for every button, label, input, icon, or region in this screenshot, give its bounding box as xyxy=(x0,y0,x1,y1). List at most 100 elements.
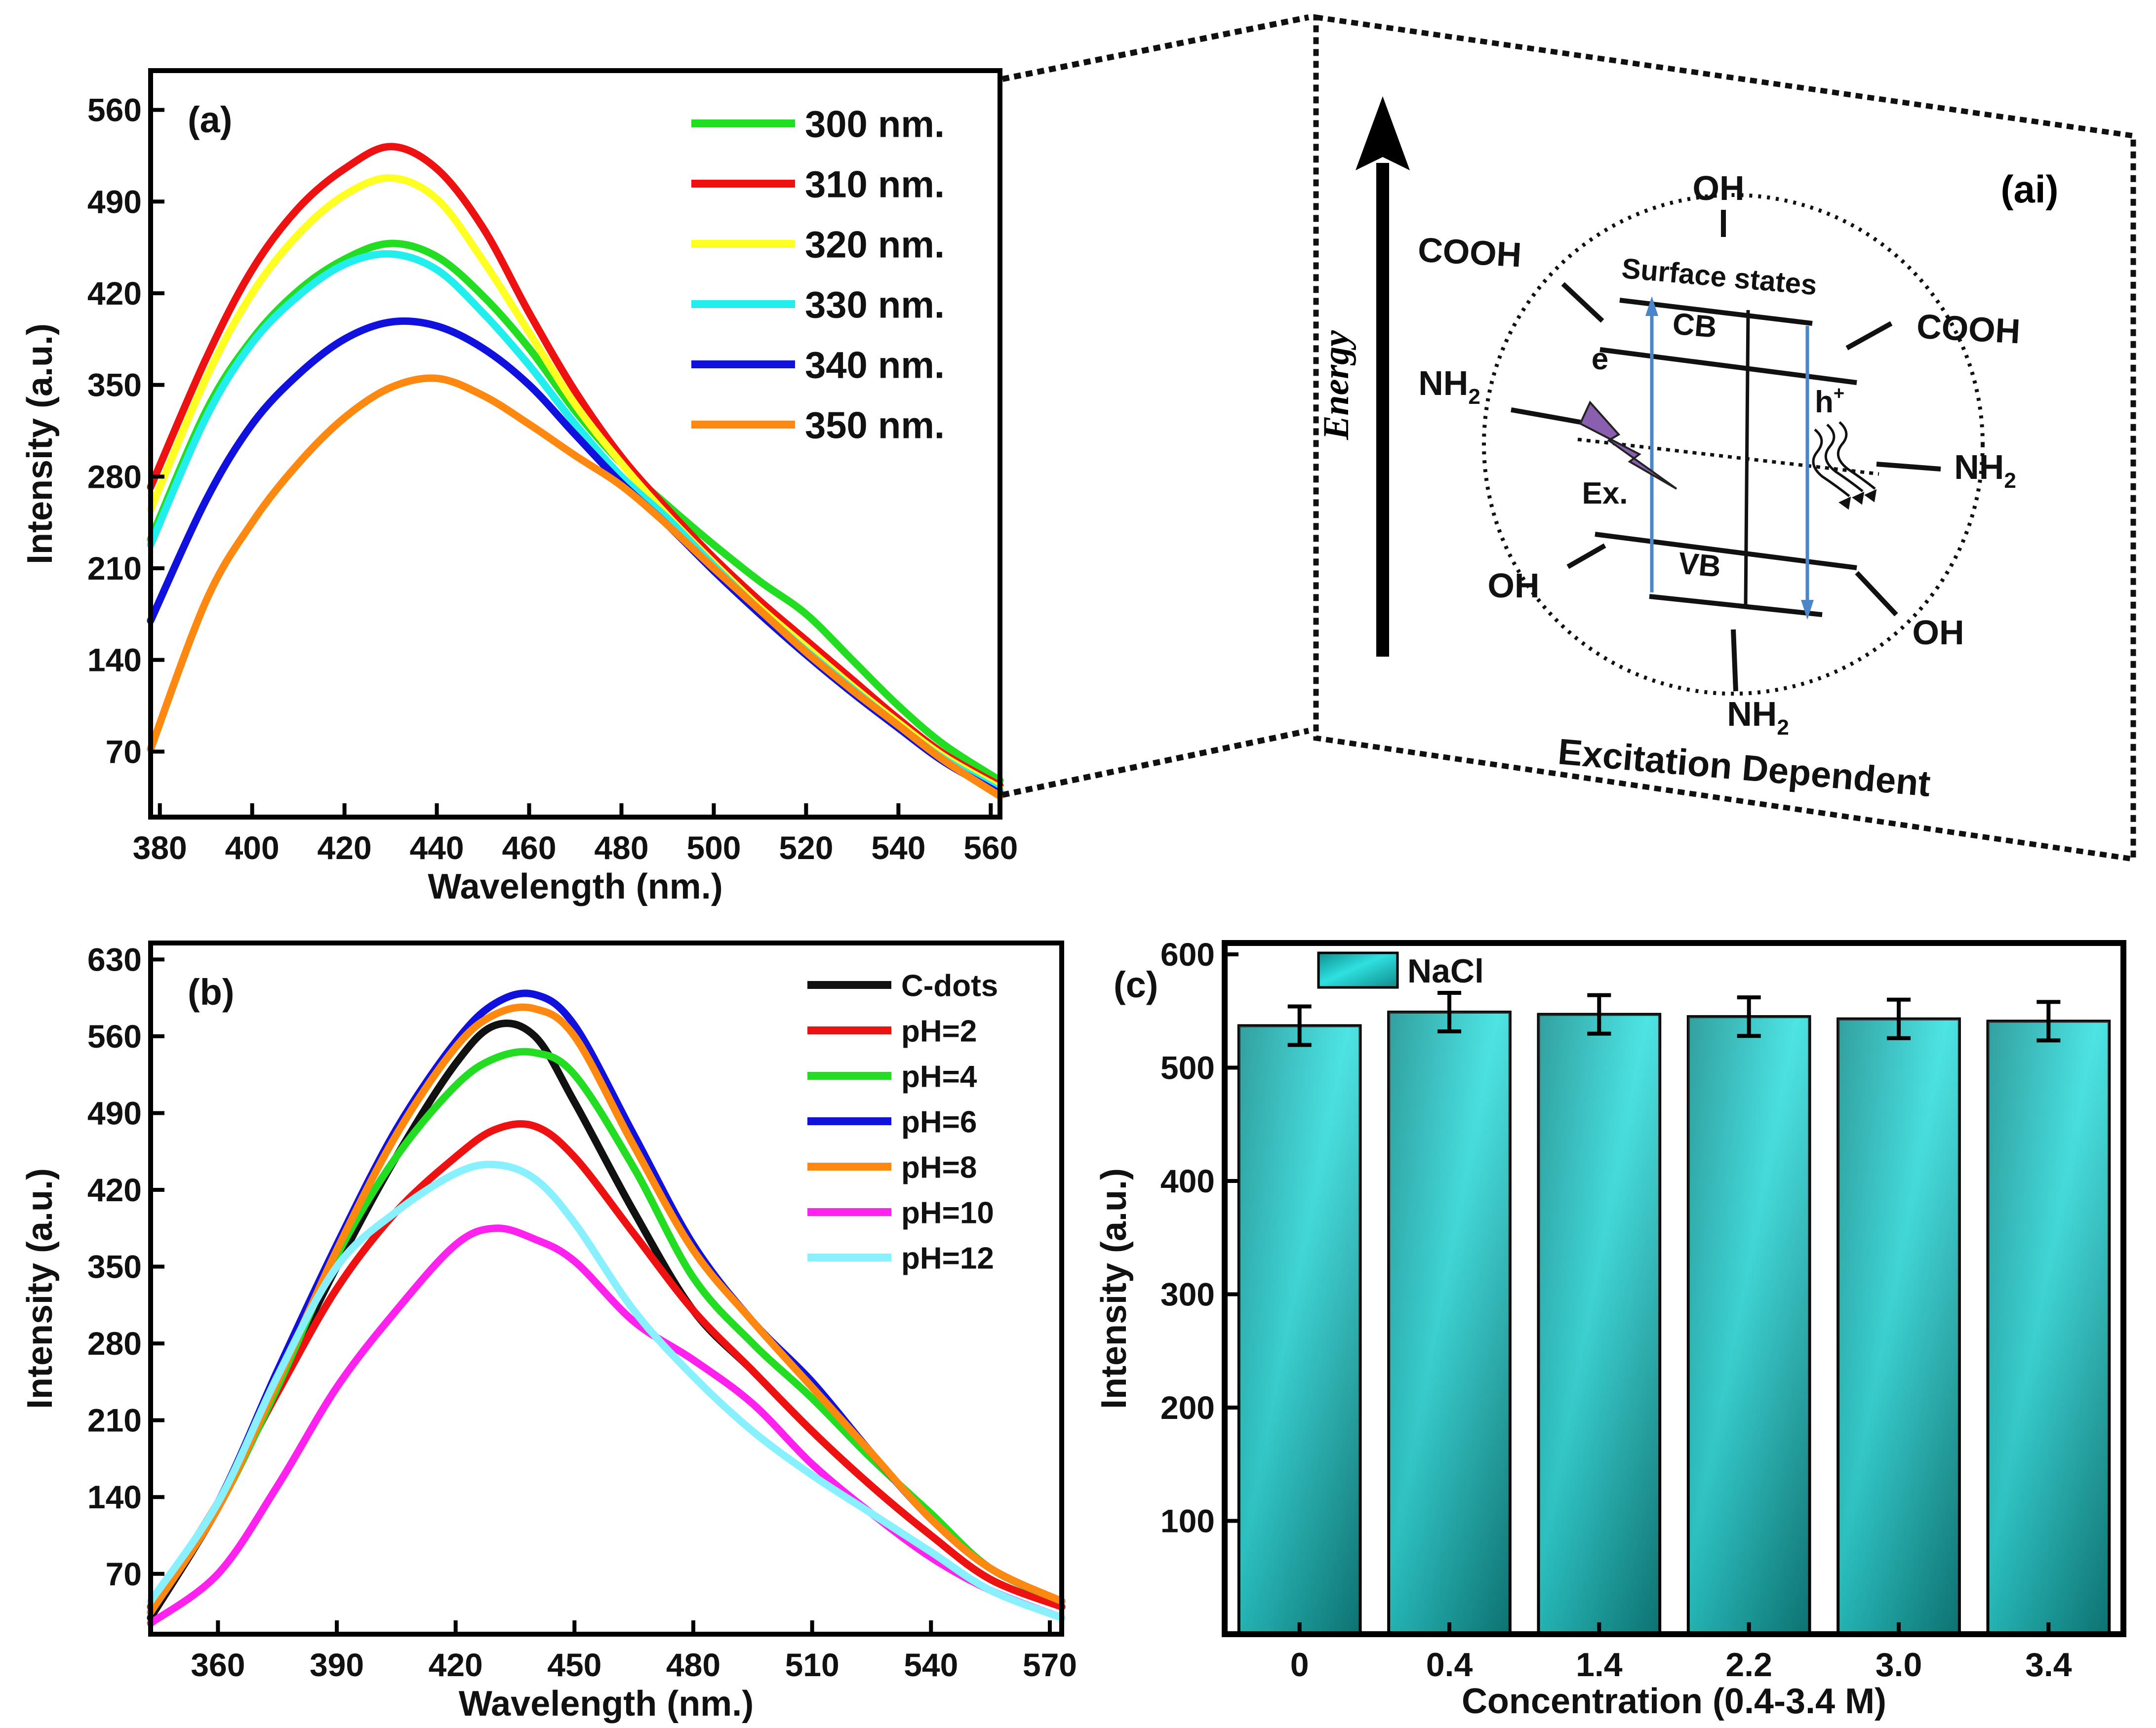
vb-bottom-line xyxy=(1649,594,1823,617)
x-tick-label: 570 xyxy=(1023,1647,1077,1683)
y-tick-label: 350 xyxy=(87,1249,142,1285)
group-oh-top: OH xyxy=(1693,169,1745,207)
bar-shade xyxy=(1688,1017,1810,1634)
x-tick-label: 510 xyxy=(785,1647,839,1683)
group-oh-right: OH xyxy=(1913,613,1964,652)
panel-a-line-chart: 380 400 420 440 460 480 500 520 540 560 70 140 210 28… xyxy=(20,68,1018,906)
y-tick-label: 70 xyxy=(106,1556,142,1592)
bar-shade xyxy=(1838,1019,1959,1634)
x-tick-label: 540 xyxy=(871,829,925,866)
cb-label: CB xyxy=(1671,307,1718,345)
x-axis-label: Wavelength (nm.) xyxy=(428,867,722,906)
x-tick-label: 500 xyxy=(686,829,741,866)
legend-label: pH=4 xyxy=(901,1060,977,1094)
schematic-caption: Excitation Dependent xyxy=(1557,731,1932,804)
bar-shade xyxy=(1389,1012,1510,1634)
group-cooh-left: COOH xyxy=(1417,231,1522,275)
x-tick-label: 1.4 xyxy=(1576,1646,1623,1684)
vb-label: VB xyxy=(1677,546,1722,584)
bar-shade xyxy=(1538,1014,1660,1634)
y-tick-label: 300 xyxy=(1160,1276,1215,1312)
bar-shade xyxy=(1238,1025,1360,1634)
carbon-dot-circle xyxy=(1482,193,1985,696)
y-tick-label: 500 xyxy=(1160,1049,1215,1086)
group-nh2-left: NH2 xyxy=(1418,364,1480,409)
legend-label: pH=6 xyxy=(901,1105,977,1139)
legend-label: 320 nm. xyxy=(805,224,945,266)
x-tick-label: 480 xyxy=(666,1647,720,1683)
legend-label: 350 nm. xyxy=(805,404,945,446)
panel-label: (b) xyxy=(188,972,235,1013)
panel-label: (a) xyxy=(188,99,232,140)
series-line-1 xyxy=(147,143,1004,789)
plot-frame xyxy=(1222,940,2126,1637)
schematic-frame xyxy=(1313,14,2136,863)
x-tick-label: 390 xyxy=(310,1647,364,1683)
electron-label: e xyxy=(1592,342,1608,376)
x-tick-label: 450 xyxy=(547,1647,601,1683)
panel-b-line-chart: 360 390 420 450 480 510 540 570 70 140 210 280 350 42… xyxy=(20,941,1077,1724)
surface-states-label: Surface states xyxy=(1620,252,1818,301)
legend-label: pH=12 xyxy=(901,1241,994,1275)
panel-c-bar-chart: 0 0.4 1.4 2.2 3.0 3.4 100 200 300 400 500 600 Concen… xyxy=(1094,936,2126,1721)
excitation-label: Ex. xyxy=(1582,476,1628,511)
y-tick-label: 210 xyxy=(87,550,142,587)
plot-frame xyxy=(148,68,1002,820)
cb-bottom-line xyxy=(1599,347,1857,385)
y-tick-label: 70 xyxy=(106,733,142,770)
y-tick-label: 560 xyxy=(87,92,142,128)
x-tick-label: 400 xyxy=(225,829,279,866)
zoom-connector xyxy=(1001,14,1310,798)
y-tick-label: 200 xyxy=(1160,1389,1215,1426)
x-tick-label: 360 xyxy=(191,1647,245,1683)
y-tick-label: 600 xyxy=(1160,936,1215,973)
legend-label: 310 nm. xyxy=(805,163,945,205)
group-cooh-right: COOH xyxy=(1916,307,2021,351)
legend-label: 330 nm. xyxy=(805,284,945,326)
y-tick-label: 420 xyxy=(87,275,142,312)
legend-label: C-dots xyxy=(901,969,998,1003)
y-tick-label: 400 xyxy=(1160,1163,1215,1199)
energy-label: Energy xyxy=(1316,330,1357,440)
legend-label: 340 nm. xyxy=(805,344,945,386)
y-axis-label: Intensity (a.u.) xyxy=(20,1168,60,1409)
schematic-panel-label: (ai) xyxy=(2001,167,2059,211)
y-tick-label: 100 xyxy=(1160,1502,1215,1539)
panel-label: (c) xyxy=(1114,964,1158,1005)
surface-state-dotted xyxy=(1577,437,1879,476)
y-axis-label: Intensity (a.u.) xyxy=(1094,1168,1134,1409)
y-tick-label: 420 xyxy=(87,1172,142,1208)
lightning-bolt-icon xyxy=(1579,400,1677,490)
plot-frame xyxy=(148,941,1064,1637)
x-tick-label: 440 xyxy=(410,829,464,866)
y-tick-label: 630 xyxy=(87,941,142,978)
group-nh2-right: NH2 xyxy=(1954,448,2016,493)
legend-label: 300 nm. xyxy=(805,103,945,145)
y-tick-label: 140 xyxy=(87,642,142,678)
series-line-1 xyxy=(147,1120,1066,1610)
legend-label: NaCl xyxy=(1407,952,1484,990)
x-tick-label: 540 xyxy=(904,1647,958,1683)
x-tick-label: 420 xyxy=(318,829,372,866)
x-tick-label: 460 xyxy=(502,829,556,866)
excitation-arrow-head-icon xyxy=(1645,296,1658,316)
y-tick-label: 350 xyxy=(87,367,142,403)
group-nh2-bottom: NH2 xyxy=(1727,695,1789,740)
y-tick-label: 280 xyxy=(87,1325,142,1362)
x-tick-label: 380 xyxy=(133,829,187,866)
legend-label: pH=2 xyxy=(901,1014,977,1048)
legend-label: pH=8 xyxy=(901,1150,977,1184)
y-axis-label: Intensity (a.u.) xyxy=(20,323,60,564)
x-tick-label: 480 xyxy=(594,829,648,866)
relaxation-wavy-arrows-icon xyxy=(1812,421,1877,510)
group-oh-left: OH xyxy=(1488,566,1540,605)
x-tick-label: 0 xyxy=(1290,1646,1309,1684)
energy-arrow-icon xyxy=(1356,96,1410,657)
y-tick-label: 560 xyxy=(87,1018,142,1055)
x-tick-label: 520 xyxy=(779,829,833,866)
hole-label: h+ xyxy=(1815,383,1844,419)
legend-swatch xyxy=(1317,951,1399,989)
vb-top-line xyxy=(1595,532,1857,570)
y-tick-label: 490 xyxy=(87,1095,142,1131)
